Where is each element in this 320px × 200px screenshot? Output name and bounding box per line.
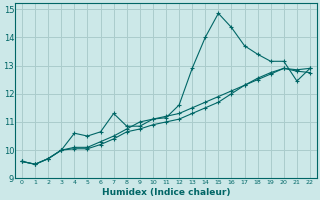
X-axis label: Humidex (Indice chaleur): Humidex (Indice chaleur) <box>102 188 230 197</box>
